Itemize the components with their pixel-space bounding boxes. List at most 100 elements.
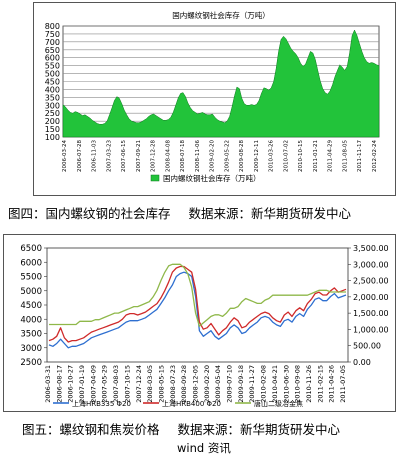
figure5-left-tick-label: 3500: [20, 330, 42, 340]
figure5-x-tick-label: 2010-06-30: [282, 365, 290, 403]
figure4-y-tick-label: 800: [45, 22, 60, 31]
figure5-right-tick-label: 500.00: [353, 342, 381, 351]
figure4-x-tick-label: 2010-07-02: [283, 140, 289, 172]
figure4-y-tick-label: 700: [45, 38, 60, 47]
figure4-y-tick-label: 600: [45, 54, 60, 63]
figure5-x-tick-label: 2009-11-27: [248, 365, 256, 403]
figure5-right-tick-label: 1,000.00: [353, 325, 389, 334]
figure4-y-tick-label: 750: [45, 30, 60, 39]
figure4-source: 数据来源：新华期货研发中心: [188, 206, 352, 221]
figure5-x-tick-label: 2011-07-05: [339, 365, 347, 403]
figure5-left-tick-label: 5000: [20, 287, 42, 297]
figure4-title: 国内螺纹钢社会库存（万吨）: [172, 10, 270, 20]
figure4-y-tick-label: 350: [45, 93, 60, 102]
figure4-x-tick-label: 2006-07-28: [77, 140, 83, 172]
figure5-right-tick-label: 2,500.00: [353, 277, 389, 286]
figure5-right-tick-label: 0.00: [353, 358, 371, 367]
figure4-x-tick-label: 2011-11-17: [357, 140, 363, 172]
figure5-x-tick-label: 2010-09-08: [294, 365, 302, 403]
figure5-left-tick-label: 2500: [20, 358, 42, 368]
figure4-x-tick-label: 2007-06-15: [121, 140, 127, 172]
figure5-left-tick-label: 3000: [20, 344, 42, 354]
figure5-x-tick-label: 2011-04-26: [328, 365, 336, 403]
figure5-legend-label-2: 上海HRB400 Φ20: [162, 399, 221, 408]
figure5-x-tick-label: 2008-09-28: [180, 365, 188, 403]
figure5-left-tick-label: 4000: [20, 315, 42, 325]
figure4-legend-label: 国内螺纹钢社会库存（万吨）: [163, 173, 261, 183]
figure5-x-tick-label: 2009-02-20: [203, 365, 211, 403]
figure4-x-tick-label: 2007-09-21: [136, 140, 142, 172]
figure4-x-tick-label: 2009-05-22: [224, 140, 230, 172]
figure5-left-tick-label: 6500: [20, 244, 42, 254]
figure4-y-tick-label: 500: [45, 70, 60, 79]
figure4-series-area: [62, 29, 380, 138]
figure5-x-tick-label: 2007-04-09: [89, 365, 97, 403]
figure5-x-tick-label: 2008-12-05: [192, 365, 200, 403]
figure5-x-tick-label: 2009-05-04: [214, 365, 222, 403]
figure5-right-tick-label: 3,000.00: [353, 260, 389, 269]
figure5-series-line-1: [48, 271, 347, 349]
figure5-right-tick-label: 1,500.00: [353, 309, 389, 318]
figure5-x-tick-label: 2010-04-21: [271, 365, 279, 403]
figure5-x-tick-label: 2007-01-19: [78, 365, 86, 403]
figure5-x-tick-label: 2008-05-15: [157, 365, 165, 403]
figure4-x-tick-label: 2008-07-18: [180, 140, 186, 172]
figure5-x-tick-label: 2011-02-15: [316, 365, 324, 403]
figure4-x-tick-label: 2007-03-23: [106, 140, 112, 172]
figure4-x-tick-label: 2006-03-24: [62, 140, 68, 172]
figure4-panel: 100 150 200 250 300 350 400 450 500 550 600 650 700 7…: [33, 2, 396, 196]
figure5-legend-label-1: 上海HRB335 Φ20: [72, 399, 131, 408]
figure4-caption-line: 图四：国内螺纹钢的社会库存 数据来源：新华期货研发中心: [8, 203, 351, 222]
figure5-left-tick-label: 4500: [20, 301, 42, 311]
figure5-x-tick-label: 2007-05-29: [101, 365, 109, 403]
figure4-x-tick-label: 2011-01-21: [313, 140, 319, 172]
figure4-x-tick-label: 2012-02-24: [372, 140, 378, 172]
figure4-y-tick-label: 650: [45, 46, 60, 55]
figure5-x-tick-label: 2007-12-24: [135, 365, 143, 403]
figure4-y-tick-label: 550: [45, 62, 60, 71]
figure5-left-tick-label: 6000: [20, 258, 42, 268]
figure4-x-tick-label: 2008-11-06: [195, 140, 201, 172]
figure5-source-line2: wind 资讯: [177, 441, 231, 455]
figure4-y-tick-label: 100: [45, 133, 60, 142]
figure5-x-tick-label: 2008-07-23: [169, 365, 177, 403]
figure5-right-tick-label: 3,500.00: [353, 244, 389, 253]
figure4-legend-swatch: [150, 174, 160, 182]
figure4-x-tick-label: 2011-04-29: [328, 140, 334, 172]
figure4-x-tick-label: 2010-10-15: [298, 140, 304, 172]
figure4-x-tick-label: 2009-02-20: [210, 140, 216, 172]
figure4-y-tick-label: 300: [45, 101, 60, 110]
figure5-panel: 2500 3000 3500 4000 4500 5000 5500 6000 6500 0.00…: [3, 234, 396, 412]
figure5-caption-line: 图五：螺纹钢和焦炭价格 数据来源：新华期货研发中心: [22, 419, 340, 438]
figure4-y-tick-label: 400: [45, 85, 60, 94]
figure5-x-tick-label: 2010-02-08: [260, 365, 268, 403]
figure5-x-tick-label: 2006-03-31: [44, 365, 52, 403]
figure5-x-tick-label: 2009-09-18: [237, 365, 245, 403]
figure4-y-tick-label: 250: [45, 109, 60, 118]
figure5-x-tick-label: 2010-11-26: [305, 365, 313, 403]
figure4-x-tick-label: 2008-04-08: [165, 140, 171, 172]
figure4-y-tick-label: 200: [45, 117, 60, 126]
figure4-chart: 1001502002503003504004505005506006507007…: [33, 2, 396, 196]
figure5-x-tick-label: 2006-08-17: [55, 365, 63, 403]
figure5-x-tick-label: 2009-07-10: [226, 365, 234, 403]
figure5-source: 数据来源：新华期货研发中心: [177, 422, 341, 437]
figure5-caption: 图五：螺纹钢和焦炭价格: [22, 422, 160, 437]
figure5-right-tick-label: 2,000.00: [353, 293, 389, 302]
figure5-x-tick-label: 2008-03-05: [146, 365, 154, 403]
figure5-x-tick-label: 2006-10-27: [67, 365, 75, 403]
figure5-chart: 2500 3000 3500 4000 4500 5000 5500 6000 6500 0.00…: [3, 234, 396, 412]
figure4-x-tick-label: 2009-08-28: [239, 140, 245, 172]
figure5-left-tick-label: 5500: [20, 273, 42, 283]
figure5-series-line-3: [49, 263, 346, 327]
figure4-x-tick-label: 2010-03-26: [269, 140, 275, 172]
figure4-y-tick-label: 150: [45, 125, 60, 134]
figure5-series-line-2: [48, 265, 347, 343]
figure4-x-tick-label: 2007-12-28: [151, 140, 157, 172]
figure5-legend-label-3: 唐山二级冶金焦: [254, 399, 303, 408]
figure5-x-tick-label: 2007-10-15: [123, 365, 131, 403]
figure4-caption: 图四：国内螺纹钢的社会库存: [8, 206, 171, 221]
figure4-x-tick-label: 2011-08-05: [342, 140, 348, 172]
figure4-y-tick-label: 450: [45, 78, 60, 87]
figure4-x-tick-label: 2006-11-03: [92, 140, 98, 172]
